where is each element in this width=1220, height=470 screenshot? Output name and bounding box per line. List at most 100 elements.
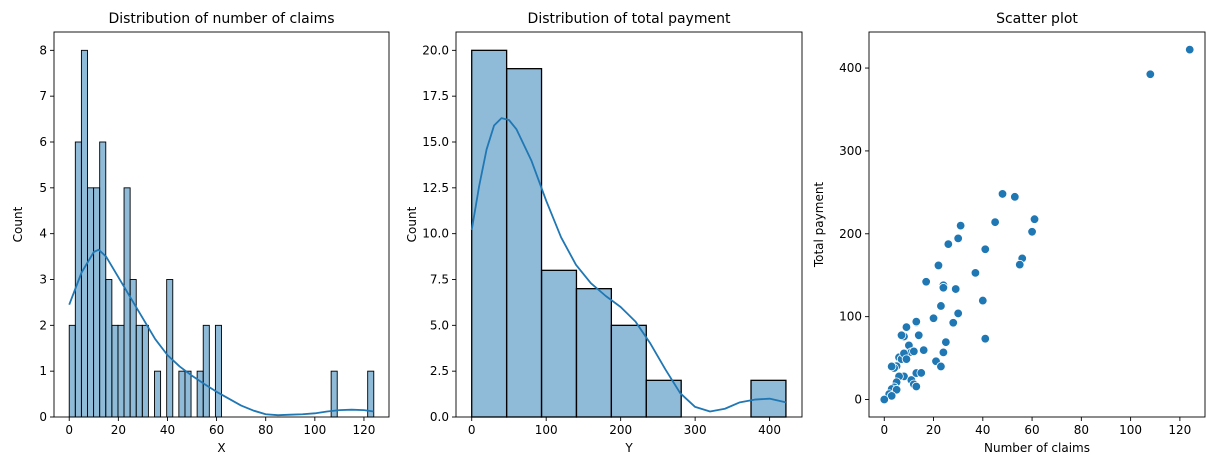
y-tick-label: 1 xyxy=(39,364,47,378)
scatter-point xyxy=(914,330,924,340)
x-tick-label: 300 xyxy=(684,423,707,437)
chart-title: Scatter plot xyxy=(996,11,1078,27)
y-tick-label: 5.0 xyxy=(430,318,449,332)
scatter-point xyxy=(901,354,912,364)
histogram-bar xyxy=(505,68,543,418)
histogram-bar xyxy=(196,370,204,418)
histogram-bar xyxy=(111,324,119,418)
histogram-bar xyxy=(471,49,508,418)
payment-histogram-panel: 0 100 200 300 400 0.0 2.5 5.0 7.5 10.0 12.5 15.0 17.… xyxy=(405,11,803,455)
scatter-point xyxy=(911,381,921,392)
scatter-point xyxy=(951,284,961,294)
scatter-point xyxy=(941,337,951,347)
scatter-point xyxy=(916,368,926,378)
x-tick-label: 40 xyxy=(160,423,175,437)
y-tick-label: 20.0 xyxy=(422,43,449,57)
scatter-point xyxy=(936,301,946,311)
histogram-bar xyxy=(540,269,578,418)
y-tick-label: 12.5 xyxy=(422,181,449,195)
histogram-bar xyxy=(93,187,101,418)
chart-title: Distribution of number of claims xyxy=(108,11,334,27)
histogram-bar xyxy=(178,370,186,418)
x-tick-label: 0 xyxy=(880,423,888,437)
y-tick-label: 6 xyxy=(39,135,47,149)
scatter-point xyxy=(921,277,931,287)
scatter-point xyxy=(955,220,966,231)
scatter-point xyxy=(938,347,949,358)
histogram-bar xyxy=(184,370,192,418)
y-tick-label: 0 xyxy=(39,410,47,424)
y-tick-label: 10.0 xyxy=(422,227,449,241)
x-axis-label: X xyxy=(217,441,225,455)
y-tick-label: 300 xyxy=(839,144,862,158)
y-tick-label: 15.0 xyxy=(422,135,449,149)
scatter-point xyxy=(879,394,889,405)
scatter-point xyxy=(936,361,946,372)
histogram-bar xyxy=(68,324,76,418)
x-tick-label: 100 xyxy=(303,423,326,437)
scatter-point xyxy=(980,244,990,254)
x-tick-label: 0 xyxy=(65,423,73,437)
scatter-point xyxy=(891,385,902,395)
chart-title: Distribution of total payment xyxy=(528,11,731,27)
scatter-point xyxy=(1015,259,1025,270)
x-tick-label: 120 xyxy=(1168,423,1191,437)
y-tick-label: 0.0 xyxy=(430,410,449,424)
y-axis-label: Total payment xyxy=(812,182,826,269)
histogram-bar xyxy=(610,324,647,418)
x-axis-label: Number of claims xyxy=(984,441,1090,455)
scatter-point xyxy=(896,330,907,340)
scatter-point xyxy=(1185,44,1195,55)
kde-curve xyxy=(470,117,787,413)
y-tick-label: 17.5 xyxy=(422,89,449,103)
scatter-point xyxy=(928,313,939,323)
scatter-point xyxy=(1029,214,1040,224)
scatter-point xyxy=(938,283,949,293)
x-tick-label: 120 xyxy=(352,423,375,437)
y-tick-label: 4 xyxy=(39,227,47,241)
scatter-plot-panel: 0 20 40 60 80 100 120 0 100 200 300 400 Scatter plot… xyxy=(812,11,1206,455)
y-tick-label: 400 xyxy=(839,61,862,75)
x-tick-label: 100 xyxy=(1119,423,1142,437)
y-tick-label: 0 xyxy=(854,393,862,407)
scatter-point xyxy=(990,217,1000,227)
scatter-point xyxy=(978,295,988,306)
x-tick-label: 60 xyxy=(1024,423,1039,437)
y-tick-label: 7.5 xyxy=(430,273,449,287)
scatter-point xyxy=(933,260,944,271)
histogram-bar xyxy=(575,288,613,418)
scatter-point xyxy=(953,233,963,244)
scatter-point xyxy=(918,345,929,355)
histogram-bar xyxy=(87,187,95,418)
claims-histogram-panel: 0 20 40 60 80 100 120 0 1 2 3 4 5 6 7 8 Distribution of … xyxy=(11,11,390,455)
scatter-point xyxy=(970,268,981,278)
scatter-point xyxy=(953,308,963,319)
scatter-point xyxy=(1027,227,1037,237)
scatter-point xyxy=(1010,192,1020,202)
y-tick-label: 2.5 xyxy=(430,364,449,378)
y-tick-label: 100 xyxy=(839,310,862,324)
x-tick-label: 0 xyxy=(468,423,476,437)
x-axis-label: Y xyxy=(624,441,633,455)
histogram-bar xyxy=(214,324,222,418)
scatter-point xyxy=(1145,69,1156,79)
x-tick-label: 200 xyxy=(609,423,632,437)
histogram-bar xyxy=(105,279,113,418)
y-tick-label: 7 xyxy=(39,89,47,103)
histogram-bar xyxy=(202,324,210,418)
axes-frame xyxy=(455,31,803,418)
y-tick-label: 200 xyxy=(839,227,862,241)
kde-curve xyxy=(68,248,374,417)
axes-frame xyxy=(868,31,1206,418)
x-tick-label: 40 xyxy=(975,423,990,437)
y-tick-label: 2 xyxy=(39,318,47,332)
y-axis-label: Count xyxy=(405,206,419,242)
histogram-bar xyxy=(154,370,162,418)
x-tick-label: 20 xyxy=(111,423,126,437)
scatter-point xyxy=(997,189,1008,199)
x-tick-label: 20 xyxy=(926,423,941,437)
scatter-point xyxy=(980,333,990,344)
axes-frame xyxy=(53,31,390,418)
histogram-bar xyxy=(117,324,125,418)
